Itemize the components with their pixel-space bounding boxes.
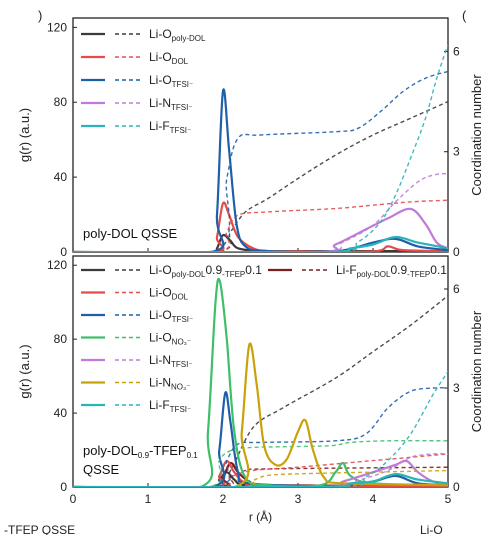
cn-curve-Li-O_polyDOL: [73, 295, 448, 487]
x-tick-label: 2: [220, 492, 227, 506]
y2-tick-label: 0: [453, 245, 460, 259]
gr-curve-Li-O_DOL: [73, 201, 448, 252]
legend-label-Li-O_polyDOL: Li-Opoly-DOL0.9-TFEP0.1: [149, 263, 262, 279]
cn-curve-Li-F_TFSI: [73, 44, 448, 252]
gr-curve-Li-N_TFSI: [73, 207, 448, 252]
fragment-top-right: (: [462, 8, 467, 23]
legend-label-Li-N_TFSI: Li-NTFSI⁻: [149, 96, 193, 112]
y-axis-title: g(r) (a.u.): [17, 344, 32, 398]
legend-label-Li-N_TFSI: Li-NTFSI⁻: [149, 353, 193, 369]
curves: [73, 277, 448, 487]
panel-label: poly-DOL0.9-TFEP0.1: [83, 443, 198, 460]
legend-label-Li-O_polyDOL: Li-Opoly-DOL: [149, 27, 206, 43]
legend: Li-Opoly-DOL0.9-TFEP0.1 Li-Fpoly-DOL0.9-T…: [81, 263, 447, 414]
fragment-bottom-right: Li-O: [420, 523, 443, 535]
gr-curve-Li-F_TFSI: [73, 235, 448, 252]
gr-curve-Li-O_TFSI: [73, 391, 448, 487]
cn-curve-Li-N_TFSI: [73, 453, 448, 487]
x-axis-title: r (Å): [249, 509, 272, 524]
y2-tick-label: 6: [453, 282, 460, 296]
legend-label-Li-O_TFSI: Li-OTFSI⁻: [149, 308, 193, 324]
panel-label: QSSE: [83, 462, 119, 477]
gr-curve-Li-N_TFSI: [73, 459, 448, 487]
cn-curve-Li-O_TFSI: [73, 387, 448, 487]
x-tick-label: 5: [445, 492, 452, 506]
cn-curve-Li-O_TFSI: [73, 70, 448, 252]
gr-curve-Li-F_TFSI: [73, 472, 448, 487]
chart-panel-1: 0 40 80 120 0 3 6 g(r) (a.u.) Coordination numbe…: [17, 17, 484, 259]
gr-curve-Li-O_TFSI: [73, 88, 448, 252]
x-tick-label: 1: [145, 492, 152, 506]
legend-label-Li-O_DOL: Li-ODOL: [149, 50, 189, 66]
y2-tick-label: 3: [453, 145, 460, 159]
y2-axis-title: Coordination number: [469, 310, 484, 432]
curves: [73, 44, 448, 252]
legend-label-Li-F_polyDOL: Li-Fpoly-DOL0.9-TFEP0.1: [336, 263, 447, 279]
panel-label: poly-DOL QSSE: [83, 226, 177, 241]
y-tick-label: 120: [47, 258, 67, 272]
y2-axis-title: Coordination number: [469, 74, 484, 196]
x-tick-label: 3: [295, 492, 302, 506]
y-tick-label: 120: [47, 20, 67, 34]
y2-tick-label: 0: [453, 480, 460, 494]
y-tick-label: 80: [54, 332, 68, 346]
y-tick-label: 0: [60, 480, 67, 494]
y-tick-label: 0: [60, 245, 67, 259]
y-tick-label: 80: [54, 95, 68, 109]
y2-tick-label: 3: [453, 381, 460, 395]
x-tick-label: 0: [70, 492, 77, 506]
legend-label-Li-O_TFSI: Li-OTFSI⁻: [149, 73, 193, 89]
y-tick-label: 40: [54, 170, 68, 184]
fragment-bottom-left: -TFEP QSSE: [4, 523, 75, 535]
legend-label-Li-F_TFSI: Li-FTFSI⁻: [149, 398, 191, 414]
y2-tick-label: 6: [453, 44, 460, 58]
gr-curve-Li-N_NO3: [73, 342, 448, 487]
legend: Li-Opoly-DOL Li-ODOL Li-OTFSI⁻ Li-NTFSI⁻ Li-…: [81, 27, 206, 135]
chart-panel-2: 0 40 80 120 0 3 6 0 1 2 3 4 5 g(r) (a.u.) Coordination…: [17, 255, 484, 524]
gr-curve-Li-O_NO3: [73, 277, 448, 487]
x-tick-label: 4: [370, 492, 377, 506]
cn-curve-Li-O_DOL: [73, 453, 448, 487]
legend-label-Li-F_TFSI: Li-FTFSI⁻: [149, 119, 191, 135]
y-tick-label: 40: [54, 406, 68, 420]
legend-label-Li-O_DOL: Li-ODOL: [149, 286, 189, 302]
fragment-top-left: ): [38, 8, 42, 23]
legend-label-Li-N_NO3: Li-NNO₃⁻: [149, 376, 191, 392]
y-axis-title: g(r) (a.u.): [17, 108, 32, 162]
legend-label-Li-O_NO3: Li-ONO₃⁻: [149, 331, 191, 347]
